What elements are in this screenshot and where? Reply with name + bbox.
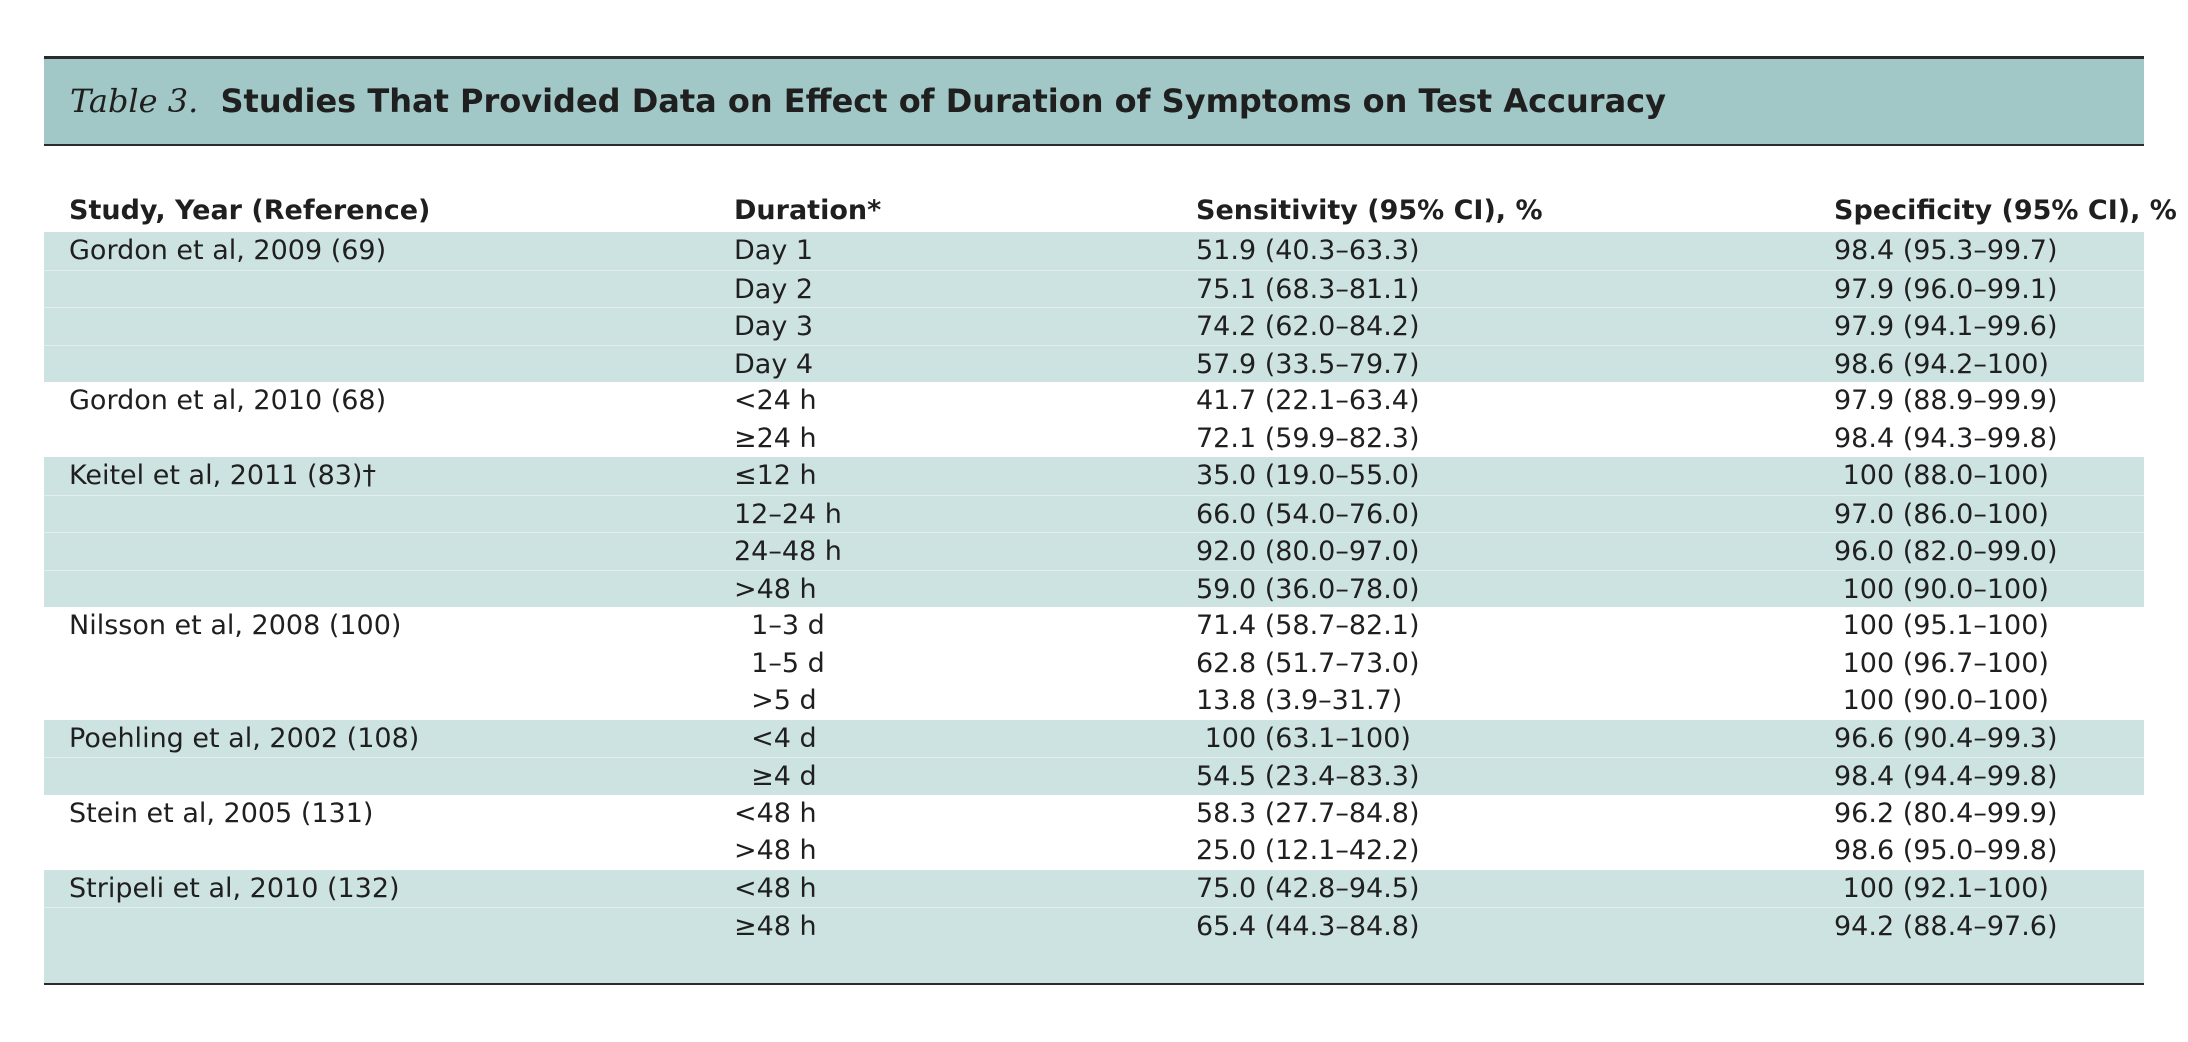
cell-specificity: 98.4 (95.3–99.7) (1834, 235, 2058, 266)
cell-specificity: 97.9 (96.0–99.1) (1834, 273, 2058, 305)
bottom-rule (44, 982, 2144, 985)
table-header-row: Study, Year (Reference) Duration* Sensit… (44, 186, 2177, 236)
cell-duration: Day 1 (734, 235, 814, 266)
cell-duration: >5 d (734, 685, 817, 716)
cell-sensitivity: 71.4 (58.7–82.1) (1196, 610, 1420, 641)
table-row: ≥24 h 72.1 (59.9–82.3) 98.4 (94.3–99.8) (44, 420, 2144, 458)
cell-specificity: 97.0 (86.0–100) (1834, 498, 2049, 530)
cell-specificity: 100 (88.0–100) (1834, 460, 2049, 491)
cell-duration: ≥24 h (734, 422, 817, 454)
cell-specificity: 100 (92.1–100) (1834, 872, 2049, 904)
header-specificity: Specificity (95% CI), % (1834, 195, 2177, 226)
cell-duration: Day 4 (734, 348, 814, 380)
cell-sensitivity: 58.3 (27.7–84.8) (1196, 797, 1420, 829)
table-tail-spacer (44, 944, 2144, 983)
cell-sensitivity: 13.8 (3.9–31.7) (1196, 685, 1403, 716)
cell-duration: <48 h (734, 872, 817, 904)
cell-sensitivity: 41.7 (22.1–63.4) (1196, 385, 1420, 416)
cell-sensitivity: 66.0 (54.0–76.0) (1196, 498, 1420, 530)
table-row: Stripeli et al, 2010 (132) <48 h 75.0 (42.… (44, 869, 2144, 907)
table-caption: Studies That Provided Data on Effect of … (220, 82, 1666, 120)
table-row: Day 4 57.9 (33.5–79.7) 98.6 (94.2–100) (44, 344, 2144, 382)
cell-sensitivity: 65.4 (44.3–84.8) (1196, 911, 1420, 942)
cell-study: Gordon et al, 2010 (68) (69, 385, 387, 416)
cell-duration: ≥4 d (734, 761, 817, 792)
table-row: Day 2 75.1 (68.3–81.1) 97.9 (96.0–99.1) (44, 269, 2144, 307)
cell-specificity: 98.6 (94.2–100) (1834, 348, 2049, 380)
cell-study: Stripeli et al, 2010 (132) (69, 872, 400, 904)
header-duration: Duration* (734, 195, 882, 226)
table-row: 12–24 h 66.0 (54.0–76.0) 97.0 (86.0–100) (44, 494, 2144, 532)
cell-sensitivity: 35.0 (19.0–55.0) (1196, 460, 1420, 491)
cell-sensitivity: 57.9 (33.5–79.7) (1196, 348, 1420, 380)
table-title: Table 3. Studies That Provided Data on E… (70, 79, 1666, 123)
header-study: Study, Year (Reference) (69, 195, 431, 226)
cell-sensitivity: 25.0 (12.1–42.2) (1196, 835, 1420, 866)
cell-study: Stein et al, 2005 (131) (69, 797, 374, 829)
cell-duration: <4 d (734, 722, 817, 754)
table-row: Day 3 74.2 (62.0–84.2) 97.9 (94.1–99.6) (44, 307, 2144, 345)
cell-study: Nilsson et al, 2008 (100) (69, 610, 402, 641)
cell-study: Keitel et al, 2011 (83)† (69, 460, 376, 491)
cell-study: Poehling et al, 2002 (108) (69, 722, 420, 754)
table-row: Gordon et al, 2010 (68) <24 h 41.7 (22.1–6… (44, 382, 2144, 420)
cell-duration: 24–48 h (734, 536, 842, 567)
cell-duration: ≤12 h (734, 460, 817, 491)
cell-specificity: 98.4 (94.3–99.8) (1834, 422, 2058, 454)
cell-duration: >48 h (734, 835, 817, 866)
cell-sensitivity: 100 (63.1–100) (1196, 722, 1411, 754)
cell-duration: ≥48 h (734, 911, 817, 942)
cell-sensitivity: 54.5 (23.4–83.3) (1196, 761, 1420, 792)
cell-specificity: 97.9 (88.9–99.9) (1834, 385, 2058, 416)
top-rule (44, 56, 2144, 59)
cell-specificity: 94.2 (88.4–97.6) (1834, 911, 2058, 942)
cell-specificity: 100 (90.0–100) (1834, 685, 2049, 716)
table-row: Stein et al, 2005 (131) <48 h 58.3 (27.7–8… (44, 795, 2144, 833)
cell-specificity: 100 (96.7–100) (1834, 647, 2049, 679)
table-row: Gordon et al, 2009 (69) Day 1 51.9 (40.3–6… (44, 232, 2144, 270)
table-row: Keitel et al, 2011 (83)† ≤12 h 35.0 (19.0–… (44, 457, 2144, 495)
cell-duration: 1–3 d (734, 610, 825, 641)
cell-sensitivity: 92.0 (80.0–97.0) (1196, 536, 1420, 567)
cell-sensitivity: 51.9 (40.3–63.3) (1196, 235, 1420, 266)
cell-duration: 1–5 d (734, 647, 825, 679)
cell-duration: <48 h (734, 797, 817, 829)
table-row: ≥48 h 65.4 (44.3–84.8) 94.2 (88.4–97.6) (44, 907, 2144, 945)
header-sensitivity: Sensitivity (95% CI), % (1196, 195, 1543, 226)
cell-study: Gordon et al, 2009 (69) (69, 235, 387, 266)
cell-duration: Day 3 (734, 311, 814, 342)
cell-specificity: 96.6 (90.4–99.3) (1834, 722, 2058, 754)
cell-sensitivity: 59.0 (36.0–78.0) (1196, 573, 1420, 605)
cell-specificity: 100 (90.0–100) (1834, 573, 2049, 605)
table-row: 24–48 h 92.0 (80.0–97.0) 96.0 (82.0–99.0) (44, 532, 2144, 570)
cell-specificity: 96.2 (80.4–99.9) (1834, 797, 2058, 829)
table-row: >5 d 13.8 (3.9–31.7) 100 (90.0–100) (44, 682, 2144, 720)
cell-sensitivity: 74.2 (62.0–84.2) (1196, 311, 1420, 342)
table-body: Gordon et al, 2009 (69) Day 1 51.9 (40.3–6… (44, 232, 2144, 983)
table-title-band: Table 3. Studies That Provided Data on E… (44, 59, 2144, 146)
table-row: >48 h 59.0 (36.0–78.0) 100 (90.0–100) (44, 569, 2144, 607)
table-row: 1–5 d 62.8 (51.7–73.0) 100 (96.7–100) (44, 645, 2144, 683)
table-label: Table 3. (70, 82, 199, 120)
cell-duration: >48 h (734, 573, 817, 605)
cell-duration: 12–24 h (734, 498, 842, 530)
table-3: Table 3. Studies That Provided Data on E… (44, 56, 2177, 985)
cell-specificity: 96.0 (82.0–99.0) (1834, 536, 2058, 567)
cell-specificity: 97.9 (94.1–99.6) (1834, 311, 2058, 342)
cell-sensitivity: 72.1 (59.9–82.3) (1196, 422, 1420, 454)
table-row: ≥4 d 54.5 (23.4–83.3) 98.4 (94.4–99.8) (44, 757, 2144, 795)
cell-specificity: 100 (95.1–100) (1834, 610, 2049, 641)
cell-sensitivity: 75.0 (42.8–94.5) (1196, 872, 1420, 904)
table-row: Poehling et al, 2002 (108) <4 d 100 (63.… (44, 719, 2144, 757)
table-row: Nilsson et al, 2008 (100) 1–3 d 71.4 (58.… (44, 607, 2144, 645)
cell-sensitivity: 62.8 (51.7–73.0) (1196, 647, 1420, 679)
cell-sensitivity: 75.1 (68.3–81.1) (1196, 273, 1420, 305)
table-row: >48 h 25.0 (12.1–42.2) 98.6 (95.0–99.8) (44, 832, 2144, 870)
cell-specificity: 98.4 (94.4–99.8) (1834, 761, 2058, 792)
cell-duration: <24 h (734, 385, 817, 416)
cell-duration: Day 2 (734, 273, 814, 305)
cell-specificity: 98.6 (95.0–99.8) (1834, 835, 2058, 866)
